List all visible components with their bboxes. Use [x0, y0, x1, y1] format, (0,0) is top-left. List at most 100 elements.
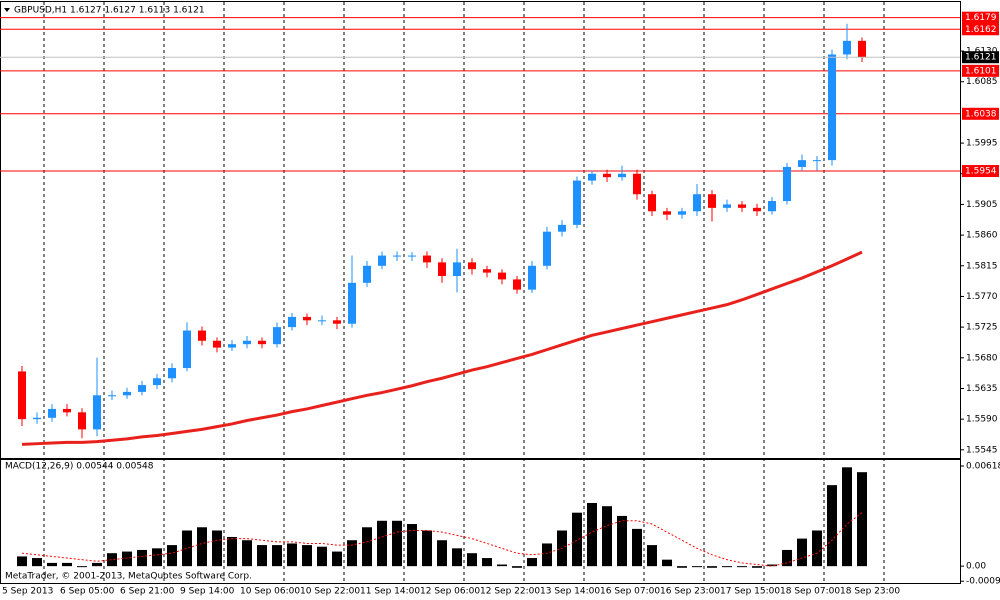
macd-bar	[317, 546, 327, 567]
candle-body	[228, 344, 236, 348]
candle-body	[213, 340, 221, 348]
macd-bar	[587, 502, 597, 567]
candle-body	[408, 255, 416, 257]
macd-bar	[737, 566, 747, 568]
candle-body	[93, 395, 101, 430]
macd-bar	[212, 530, 222, 567]
macd-bar	[812, 530, 822, 567]
macd-bar	[137, 549, 147, 567]
macd-bar	[362, 527, 372, 567]
macd-bar	[257, 545, 267, 567]
macd-bar	[677, 566, 687, 568]
macd-bar	[752, 566, 762, 568]
candle-body	[453, 262, 461, 277]
last-price-box	[962, 51, 999, 64]
x-tick-label: 12 Sep 06:00	[420, 587, 480, 597]
candle-body	[753, 207, 761, 212]
candle-body	[288, 316, 296, 328]
candle-body	[198, 330, 206, 341]
macd-bar	[47, 562, 57, 567]
macd-bar	[332, 551, 342, 567]
x-tick-label: 13 Sep 14:00	[540, 587, 600, 597]
macd-bar	[407, 524, 417, 567]
macd-bar	[452, 548, 462, 567]
x-tick-label: 16 Sep 23:00	[660, 587, 720, 597]
macd-bar	[827, 485, 837, 567]
candle-body	[123, 391, 131, 396]
candle-body	[423, 255, 431, 263]
y-tick-label: 0.00618	[966, 462, 1000, 472]
candle-body	[63, 408, 71, 413]
candle-body	[798, 160, 806, 167]
level-box	[962, 11, 999, 24]
y-tick-label: 1.6085	[966, 77, 998, 87]
watermark: MetaTrader, © 2001-2013, MetaQuotes Soft…	[5, 572, 252, 582]
macd-bar	[167, 545, 177, 567]
candle-body	[723, 204, 731, 208]
macd-bar	[17, 556, 27, 567]
level-box	[962, 107, 999, 120]
y-tick-label: 1.5590	[966, 415, 998, 425]
x-tick-label: 5 Sep 2013	[2, 587, 53, 597]
y-tick-label: 1.5905	[966, 200, 998, 210]
last-price-label: 1.6121	[965, 53, 997, 63]
x-tick-label: 6 Sep 21:00	[120, 587, 175, 597]
level-label: 1.6162	[965, 25, 997, 35]
candle-body	[618, 173, 626, 178]
candle-body	[738, 204, 746, 208]
candle-body	[378, 255, 386, 266]
macd-bar	[182, 530, 192, 567]
candle-body	[438, 262, 446, 277]
macd-bar	[512, 566, 522, 568]
macd-title: MACD(12,26,9) 0.00544 0.00548	[5, 462, 154, 472]
candle-body	[393, 255, 401, 257]
x-tick-label: 9 Sep 14:00	[180, 587, 235, 597]
candle-body	[663, 211, 671, 215]
candle-body	[153, 378, 161, 386]
plot	[0, 17, 960, 568]
x-tick-label: 11 Sep 14:00	[360, 587, 420, 597]
candle-body	[78, 412, 86, 430]
macd-bar	[857, 472, 867, 567]
candle-body	[258, 340, 266, 345]
macd-bar	[392, 520, 402, 567]
x-tick-label: 18 Sep 23:00	[840, 587, 900, 597]
candle-body	[183, 330, 191, 369]
candle-body	[828, 54, 836, 161]
candle-body	[168, 368, 176, 379]
macd-bar	[632, 528, 642, 567]
x-tick-label: 17 Sep 15:00	[720, 587, 780, 597]
x-tick-label: 16 Sep 07:00	[600, 587, 660, 597]
macd-bar	[467, 553, 477, 567]
macd-bar	[572, 512, 582, 567]
candle-body	[543, 231, 551, 266]
candle-body	[678, 211, 686, 215]
macd-bar	[797, 538, 807, 567]
macd-bar	[92, 562, 102, 567]
candle-body	[18, 371, 26, 420]
macd-bar	[242, 540, 252, 567]
macd-bar	[662, 559, 672, 567]
candle-body	[513, 279, 521, 290]
candle-body	[333, 320, 341, 324]
macd-bar	[527, 558, 537, 567]
signal-line	[21, 512, 863, 567]
y-tick-label: 1.5995	[966, 139, 998, 149]
x-tick-label: 12 Sep 22:00	[480, 587, 540, 597]
y-tick-label: 1.5545	[966, 445, 998, 455]
y-tick-label: 1.5860	[966, 231, 998, 241]
macd-pane-border	[0, 459, 961, 584]
macd-bar	[107, 553, 117, 567]
candle-body	[693, 194, 701, 212]
macd-bar	[437, 540, 447, 567]
macd-bar	[647, 545, 657, 567]
candle-body	[858, 40, 866, 58]
candle-body	[558, 224, 566, 232]
candle-body	[303, 316, 311, 321]
candle-body	[33, 417, 41, 420]
y-tick-label: 0.00	[966, 562, 986, 572]
candle-body	[603, 173, 611, 178]
macd-bar	[32, 558, 42, 567]
